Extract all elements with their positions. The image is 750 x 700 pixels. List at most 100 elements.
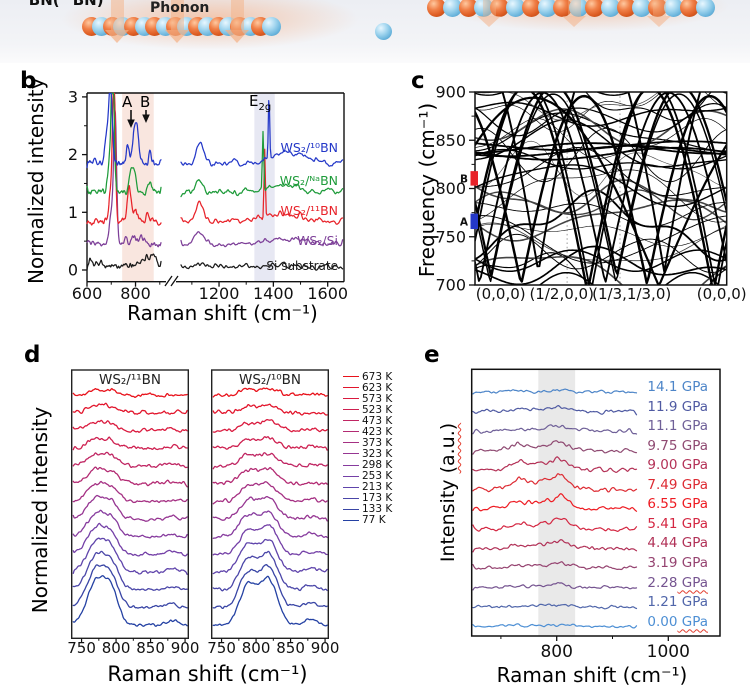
d-legend-item: 523 K <box>343 404 392 416</box>
b-annotation-e2g: E2g <box>249 92 272 113</box>
e-pressure-unit: GPa <box>677 418 708 435</box>
d-legend-item: 623 K <box>343 382 392 394</box>
e-pressure-unit: GPa <box>677 535 708 552</box>
d-spectrum-573K <box>212 418 328 433</box>
d-x-tick-label: 900 <box>171 639 200 657</box>
d-subplot-1: 750 800 850 900 <box>207 369 339 657</box>
e-spectrum-975 <box>472 440 638 455</box>
e-spectrum-749 <box>472 473 638 493</box>
d-spectrum-473K <box>212 452 328 470</box>
d-spectrum-423K <box>72 466 188 488</box>
plot-b: 600 800 1200 1400 1600 0 1 2 3 <box>68 87 348 303</box>
atom-orange <box>458 0 478 17</box>
b-spectrum-WSBN <box>180 130 344 198</box>
d-spectrum-173K <box>212 550 328 592</box>
d-spectrum-473K <box>72 451 188 469</box>
c-y-tick-label: 850 <box>435 131 466 150</box>
d-x-tick-label: 800 <box>242 639 271 657</box>
b-axis-break <box>164 275 179 287</box>
d-legend-label: 373 K <box>362 436 393 449</box>
substrate-label: ᴺᵃBN(¹¹BN) <box>14 0 104 9</box>
d-legend-swatch <box>343 376 359 377</box>
atom-orange <box>427 0 446 17</box>
e-pressure-label: 3.19 GPa <box>638 555 708 571</box>
c-y-tick-label: 800 <box>435 179 466 198</box>
e-spectrum-228 <box>472 582 638 591</box>
d-legend-label: 673 K <box>362 370 393 383</box>
d-frame <box>70 369 189 639</box>
e-pressure-label: 14.1 GPa <box>638 379 708 395</box>
e-pressure-unit: GPa <box>677 398 708 415</box>
d-spectrum-298K <box>72 509 188 539</box>
phonon-arrow-head <box>477 16 501 27</box>
b-spectrum-WSBN <box>180 148 344 225</box>
e-pressure-value: 3.19 <box>647 554 678 571</box>
atom-blue <box>632 0 652 17</box>
c-mode-marker-label: A <box>460 216 469 228</box>
atom-blue <box>261 16 281 36</box>
b-x-axis-title: Raman shift (cm⁻¹) <box>127 301 318 325</box>
b-arrow-head-A <box>127 119 135 128</box>
d-legend-swatch <box>343 420 359 422</box>
phonon-arrow-head <box>105 30 129 43</box>
d-subplot-0: 750 800 850 900 <box>67 369 200 657</box>
e-pressure-value: 5.41 <box>647 515 678 532</box>
d-frame <box>210 369 329 639</box>
c-band-steep <box>475 96 727 285</box>
e-spectrum-655 <box>472 493 638 512</box>
c-kpath-label: (1/3,1/3,0) <box>592 285 671 303</box>
d-legend-item: 473 K <box>343 415 392 427</box>
c-kpath-label: (0,0,0) <box>697 285 747 303</box>
e-spectrum-319 <box>472 561 638 571</box>
d-legend-label: 423 K <box>362 425 393 438</box>
atom-blue <box>695 0 715 17</box>
b-x-tick-label: 1600 <box>307 284 348 303</box>
phonon-arrow-shaft <box>652 0 666 16</box>
plot-d: 750 800 850 900 750 800 850 900 <box>67 369 339 657</box>
d-spectrum-77K <box>72 575 188 627</box>
d-spectrum-373K <box>72 480 188 504</box>
d-legend-swatch <box>343 464 359 466</box>
b-y-tick-label: 1 <box>68 203 78 222</box>
d-spectrum-523K <box>72 436 188 451</box>
b-spectrum-WSBN <box>86 92 162 226</box>
e-pressure-label: 5.41 GPa <box>638 516 708 532</box>
phonon-arrow-shaft <box>230 0 244 30</box>
d-legend-swatch <box>343 519 359 521</box>
d-legend-swatch <box>343 508 359 510</box>
d-legend-item: 173 K <box>343 492 392 504</box>
e-pressure-unit: GPa <box>677 613 708 630</box>
d-x-tick-label: 750 <box>207 639 236 657</box>
e-pressure-unit: GPa <box>677 457 708 474</box>
b-series-label: WS₂/¹¹BN <box>280 203 338 218</box>
d-x-tick-label: 750 <box>67 639 96 657</box>
atom-blue <box>442 0 462 17</box>
c-band-steep <box>475 94 727 285</box>
phonon-arrow-head <box>225 30 249 43</box>
b-spectrum-Sisubstrate <box>86 253 162 271</box>
b-x-tick-label: 600 <box>72 284 103 303</box>
atom-orange <box>521 0 541 17</box>
c-band-steep <box>475 93 727 283</box>
e-pressure-label: 9.00 GPa <box>638 457 708 473</box>
d-x-axis-title: Raman shift (cm⁻¹) <box>107 662 308 686</box>
e-pressure-unit: GPa <box>677 496 708 513</box>
e-y-axis-title: Intensity (a.u.) <box>437 422 459 563</box>
d-spectrum-623K <box>72 402 188 415</box>
e-pressure-value: 7.49 <box>647 476 678 493</box>
e-pressure-value: 9.75 <box>647 437 678 454</box>
b-y-tick-label: 0 <box>68 261 78 280</box>
e-pressure-unit: GPa <box>677 476 708 493</box>
d-legend-item: 673 K <box>343 370 393 383</box>
c-mode-marker-B <box>470 171 478 186</box>
c-kpath-label: (0,0,0) <box>476 285 526 303</box>
c-band <box>475 179 727 214</box>
atom-orange <box>616 0 636 17</box>
d-legend-swatch <box>343 398 359 400</box>
e-pressure-value: 14.1 <box>647 379 678 395</box>
atom-orange <box>585 0 604 17</box>
panel-letter-b: b <box>20 68 37 94</box>
b-x-tick-label: 800 <box>120 284 151 303</box>
d-legend-label: 573 K <box>362 392 393 405</box>
